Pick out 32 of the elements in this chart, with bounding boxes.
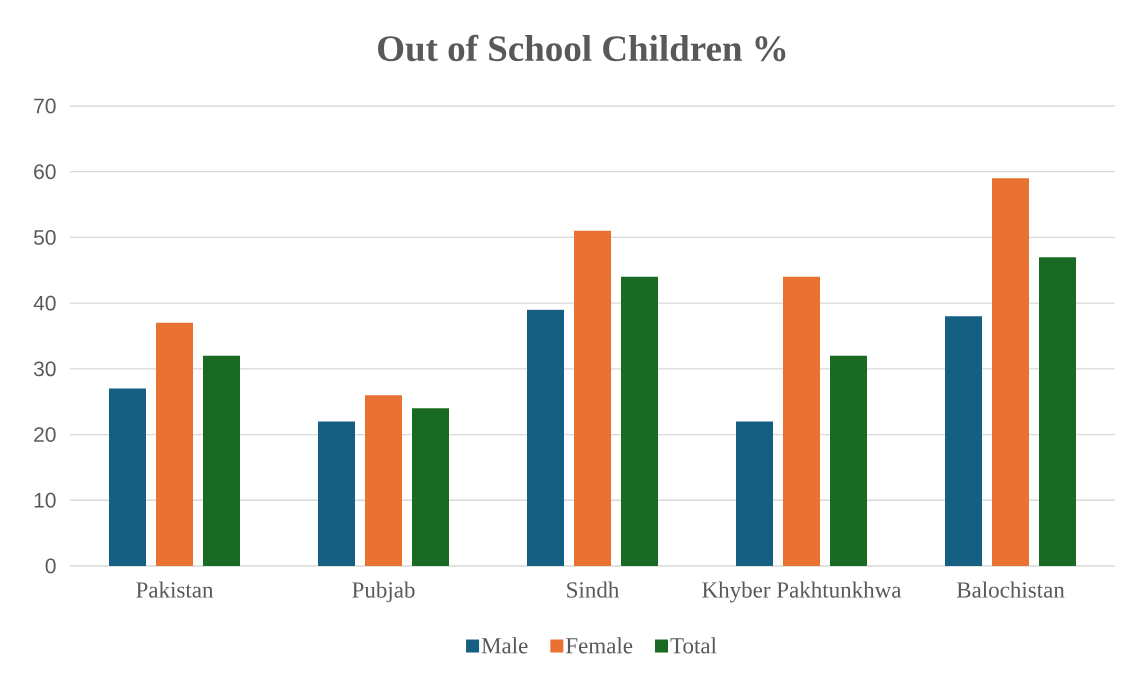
y-tick-label: 50 (33, 229, 56, 245)
bar (527, 309, 564, 566)
y-tick-label: 40 (33, 295, 56, 311)
bar (203, 355, 241, 566)
x-tick-label: Pubjab (352, 581, 415, 603)
y-tick-label: 60 (34, 164, 56, 180)
y-tick-label: 30 (33, 361, 56, 377)
x-tick-label: Sindh (567, 581, 620, 598)
bar (412, 408, 450, 566)
bar (109, 388, 147, 566)
bar (830, 355, 867, 566)
x-tick-label: Pakistan (136, 581, 214, 598)
bar (156, 322, 194, 566)
bar (736, 421, 774, 566)
x-tick-label: Balochistan (956, 581, 1065, 598)
bar (621, 276, 659, 566)
bar (574, 230, 611, 566)
y-tick-label: 20 (34, 427, 56, 442)
y-tick-label: 10 (34, 492, 56, 508)
x-tick-label: Khyber Pakhtunkhwa (702, 581, 902, 603)
bar (783, 276, 820, 566)
bar (318, 421, 355, 566)
y-tick-label: 0 (45, 558, 56, 574)
chart-title: Out of School Children % (378, 34, 786, 62)
bar (945, 316, 983, 566)
bar (992, 178, 1029, 566)
bar (365, 395, 403, 566)
y-tick-label: 70 (34, 98, 56, 114)
bar (1039, 257, 1076, 566)
legend-label: Female (565, 637, 633, 654)
legend-label: Male (481, 637, 528, 654)
legend-label: Total (670, 637, 717, 654)
